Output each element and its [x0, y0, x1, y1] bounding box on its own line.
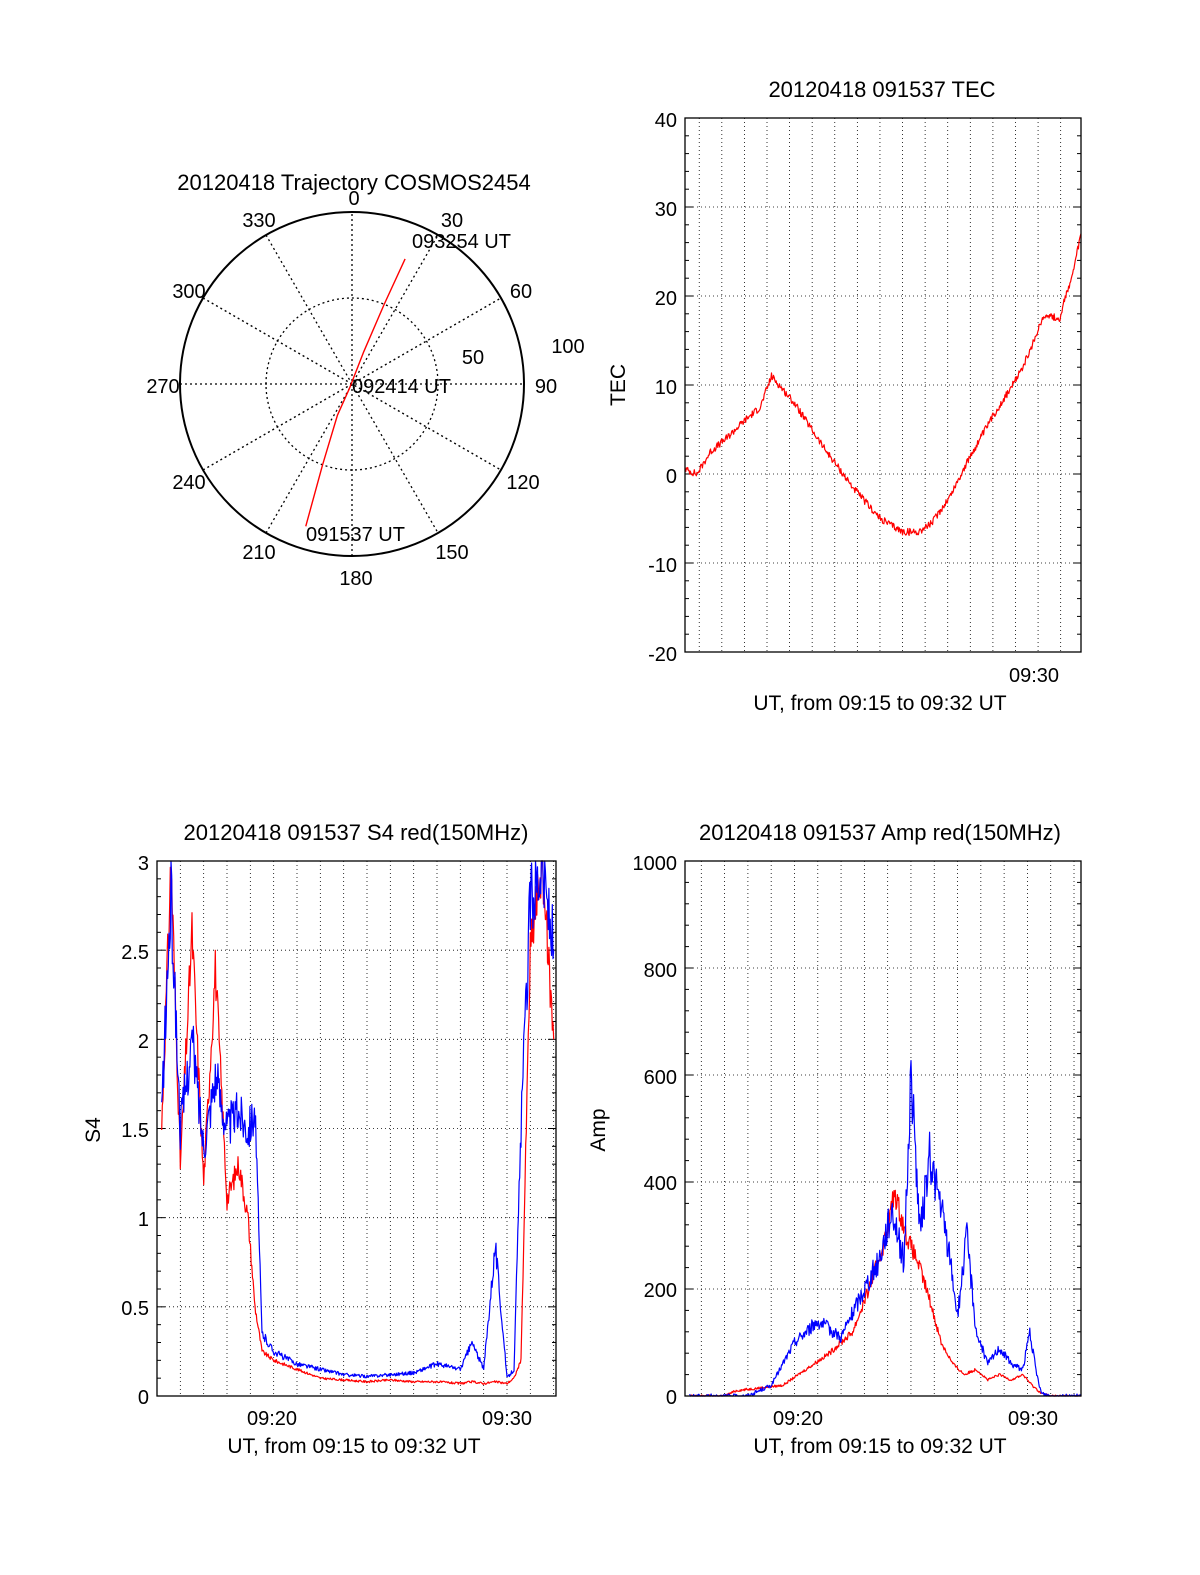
azimuth-label: 240 [172, 472, 205, 494]
azimuth-label: 30 [441, 210, 463, 232]
y-tick-label: -20 [648, 644, 677, 666]
azimuth-label: 60 [510, 281, 532, 303]
y-tick-label: 3 [138, 853, 149, 875]
polar-azimuth-labels: 0 30 60 90 120 150 180 210 240 270 300 3… [146, 188, 584, 590]
s4-title: 20120418 091537 S4 red(150MHz) [184, 820, 529, 845]
y-tick-label: 2 [138, 1031, 149, 1053]
s4-xlabel: UT, from 09:15 to 09:32 UT [227, 1435, 480, 1458]
azimuth-label: 270 [146, 376, 179, 398]
amp-x-ticks: 09:20 09:30 [773, 1408, 1058, 1430]
azimuth-label: 150 [435, 542, 468, 564]
y-tick-label: 30 [655, 199, 677, 221]
amp-grid [685, 860, 1081, 1397]
s4-ylabel: S4 [82, 1117, 105, 1143]
amp-ylabel: Amp [587, 1108, 610, 1151]
tec-chart: 20120418 091537 TEC TEC UT, from 09:15 t… [607, 77, 1082, 715]
s4-grid [157, 860, 556, 1397]
tec-y-ticks: 40 30 20 10 0 -10 -20 [648, 110, 677, 666]
tec-x-ticks: 09:30 [1009, 665, 1059, 687]
x-tick-label: 09:20 [247, 1408, 297, 1430]
trajectory-start-time: 091537 UT [306, 524, 405, 546]
plot-frame [684, 117, 1082, 653]
azimuth-label: 210 [242, 542, 275, 564]
x-tick-label: 09:30 [1008, 1408, 1058, 1430]
series-line [689, 1059, 1082, 1397]
y-tick-label: 600 [644, 1067, 677, 1089]
polar-inner-ring [265, 297, 439, 471]
azimuth-label: 90 [535, 376, 557, 398]
azimuth-label: 300 [172, 281, 205, 303]
amp-chart: 20120418 091537 Amp red(150MHz) Amp UT, … [587, 820, 1082, 1458]
y-tick-label: 800 [644, 960, 677, 982]
series-line [161, 860, 555, 1385]
y-tick-label: 0 [666, 1387, 677, 1409]
amp-title: 20120418 091537 Amp red(150MHz) [699, 820, 1061, 845]
y-tick-label: 1.5 [121, 1120, 149, 1142]
trajectory-series [305, 258, 406, 527]
y-tick-label: 1 [138, 1209, 149, 1231]
amp-series [689, 1059, 1082, 1397]
azimuth-label: 180 [339, 568, 372, 590]
trajectory-polar-chart: 20120418 Trajectory COSMOS2454 0 30 60 9… [146, 170, 584, 590]
tec-xlabel: UT, from 09:15 to 09:32 UT [753, 692, 1006, 715]
trajectory-mid-time: 092414 UT [352, 376, 451, 398]
s4-chart: 20120418 091537 S4 red(150MHz) S4 UT, fr… [82, 820, 557, 1458]
x-tick-label: 09:30 [482, 1408, 532, 1430]
y-tick-label: 40 [655, 110, 677, 132]
y-tick-label: -10 [648, 555, 677, 577]
y-tick-label: 2.5 [121, 942, 149, 964]
y-tick-label: 10 [655, 377, 677, 399]
series-line [161, 860, 555, 1379]
polar-spokes [180, 212, 524, 556]
radial-label: 50 [462, 347, 484, 369]
series-line [685, 233, 1082, 537]
plot-frame [156, 860, 557, 1397]
tec-title: 20120418 091537 TEC [768, 77, 995, 102]
tec-series [685, 233, 1082, 537]
y-tick-label: 200 [644, 1280, 677, 1302]
s4-y-ticks: 3 2.5 2 1.5 1 0.5 0 [121, 853, 149, 1409]
x-tick-label: 09:30 [1009, 665, 1059, 687]
y-tick-label: 0.5 [121, 1298, 149, 1320]
y-tick-label: 0 [138, 1387, 149, 1409]
amp-y-ticks: 1000 800 600 400 200 0 [633, 853, 678, 1409]
azimuth-label: 0 [348, 188, 359, 210]
tec-ylabel: TEC [607, 364, 630, 406]
y-tick-label: 20 [655, 288, 677, 310]
y-tick-label: 0 [666, 466, 677, 488]
plot-frame [684, 860, 1082, 1397]
azimuth-label: 120 [506, 472, 539, 494]
tec-grid [685, 117, 1081, 653]
y-tick-label: 1000 [633, 853, 678, 875]
polar-title: 20120418 Trajectory COSMOS2454 [177, 170, 530, 195]
polar-spoke [265, 234, 439, 534]
trajectory-end-time: 093254 UT [412, 231, 511, 253]
series-line [689, 1189, 1081, 1397]
amp-xlabel: UT, from 09:15 to 09:32 UT [753, 1435, 1006, 1458]
radial-label: 100 [551, 336, 584, 358]
s4-x-ticks: 09:20 09:30 [247, 1408, 532, 1430]
trajectory-line [305, 258, 406, 527]
y-tick-label: 400 [644, 1173, 677, 1195]
x-tick-label: 09:20 [773, 1408, 823, 1430]
s4-series [161, 860, 555, 1385]
azimuth-label: 330 [242, 210, 275, 232]
